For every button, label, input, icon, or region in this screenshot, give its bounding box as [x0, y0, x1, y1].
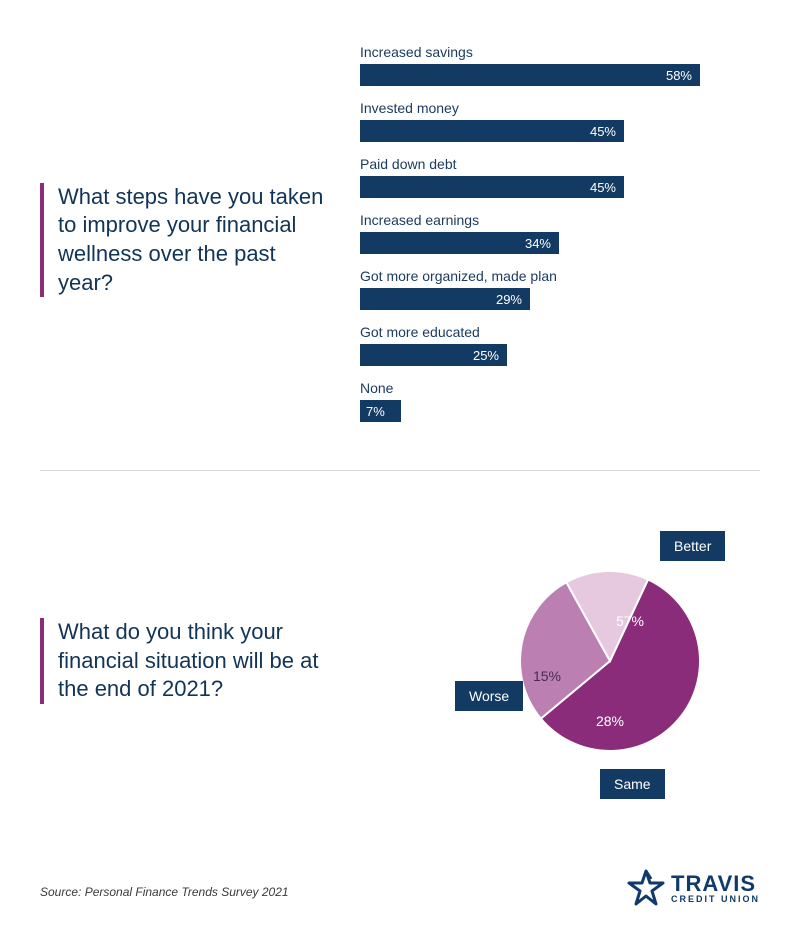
- bar-label: Increased savings: [360, 44, 760, 60]
- pie-badge-better: Better: [660, 531, 725, 561]
- pie-pct-better: 57%: [616, 613, 644, 629]
- bar-label: Got more educated: [360, 324, 760, 340]
- bar: 25%: [360, 344, 507, 366]
- bar: 58%: [360, 64, 700, 86]
- bar-label: Increased earnings: [360, 212, 760, 228]
- bar-label: Paid down debt: [360, 156, 760, 172]
- bar-row: Got more educated 25%: [360, 324, 760, 366]
- bar-label: None: [360, 380, 760, 396]
- bar: 45%: [360, 120, 624, 142]
- bar-row: Invested money 45%: [360, 100, 760, 142]
- question-block-outlook: What do you think your financial situati…: [40, 618, 330, 704]
- pie-svg: 57% 28% 15%: [360, 531, 740, 791]
- bar: 7%: [360, 400, 401, 422]
- bar-row: Increased savings 58%: [360, 44, 760, 86]
- pie-pct-same: 28%: [596, 713, 624, 729]
- bar-label: Got more organized, made plan: [360, 268, 760, 284]
- bar-row: Got more organized, made plan 29%: [360, 268, 760, 310]
- outlook-section: What do you think your financial situati…: [40, 491, 760, 831]
- logo-sub: CREDIT UNION: [671, 895, 760, 904]
- bar-label: Invested money: [360, 100, 760, 116]
- question-text-steps: What steps have you taken to improve you…: [58, 183, 330, 297]
- bar: 45%: [360, 176, 624, 198]
- star-icon: [627, 869, 665, 907]
- question-block-steps: What steps have you taken to improve you…: [40, 183, 330, 297]
- bar-row: Increased earnings 34%: [360, 212, 760, 254]
- question-text-outlook: What do you think your financial situati…: [58, 618, 330, 704]
- bar-chart: Increased savings58%Invested money45%Pai…: [360, 44, 760, 436]
- bar-row: Paid down debt 45%: [360, 156, 760, 198]
- pie-pct-worse: 15%: [533, 668, 561, 684]
- pie-badge-same: Same: [600, 769, 665, 799]
- steps-section: What steps have you taken to improve you…: [40, 30, 760, 450]
- brand-logo: TRAVIS CREDIT UNION: [627, 869, 760, 907]
- bar: 34%: [360, 232, 559, 254]
- logo-main: TRAVIS: [671, 873, 760, 895]
- pie-badge-worse: Worse: [455, 681, 523, 711]
- bar: 29%: [360, 288, 530, 310]
- pie-chart: 57%28%15%BetterSameWorse: [360, 531, 760, 791]
- source-footer: Source: Personal Finance Trends Survey 2…: [40, 885, 289, 899]
- section-divider: [40, 470, 760, 471]
- logo-text: TRAVIS CREDIT UNION: [671, 873, 760, 904]
- bar-row: None 7%: [360, 380, 760, 422]
